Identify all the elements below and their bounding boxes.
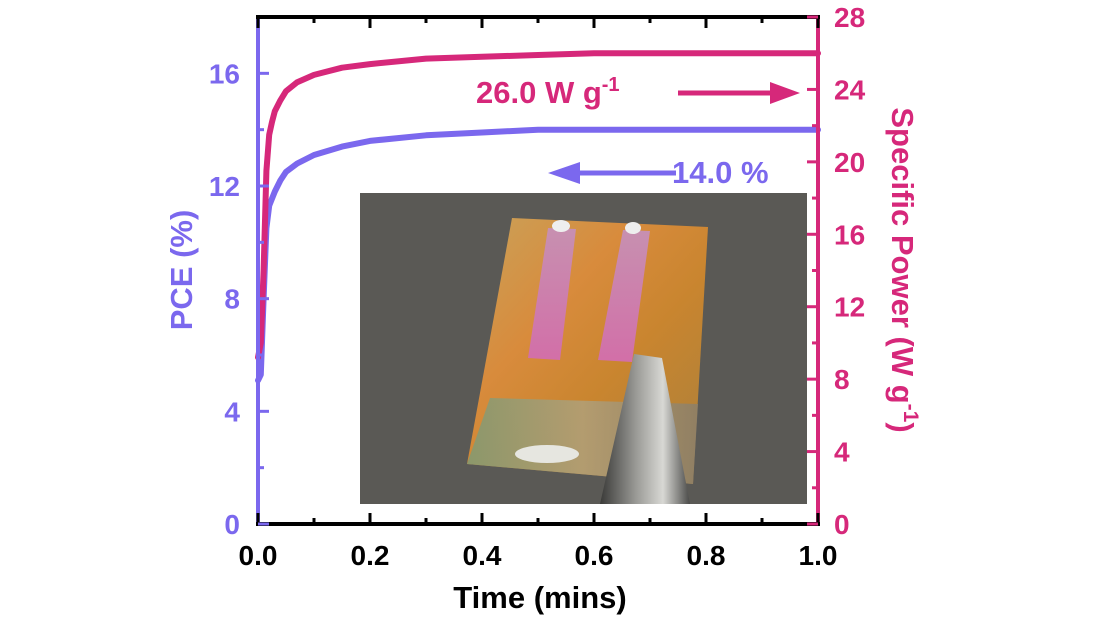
annotation-pce: 14.0 % [548,155,769,190]
y-right-tick-label: 24 [834,74,866,105]
x-tick-label: 1.0 [799,540,838,571]
x-axis-title: Time (mins) [453,580,626,615]
y-left-tick-label: 8 [224,284,240,315]
tweezers [600,354,690,504]
x-tick-label: 0.6 [575,540,614,571]
y-right-axis-title-sup: -1 [899,404,922,423]
y-right-tick-label: 8 [834,364,850,395]
x-tick-label: 0.4 [463,540,502,571]
annotation-power-arrowhead [770,82,800,104]
y-right-axis-title-close: ) [885,422,920,432]
x-tick-label: 0.8 [687,540,726,571]
annotation-power: 26.0 W g-1 [476,74,800,110]
y-left-tick-label: 16 [209,58,240,89]
y-right-tick-label: 0 [834,509,850,540]
y-right-axis-title: Specific Power (W g-1) [885,107,922,432]
y-right-tick-label: 16 [834,219,865,250]
contact-dot-right [625,222,641,234]
series-line-specific-power [255,50,821,361]
y-right-tick-label: 20 [834,147,865,178]
x-tick-label: 0.2 [351,540,390,571]
y-left-axis-title: PCE (%) [164,210,199,331]
y-left-tick-label: 0 [224,509,240,540]
y-right-tick-label: 28 [834,2,865,33]
annotation-pce-arrowhead [548,162,580,184]
inset-photo [360,193,807,504]
y-left-tick-label: 12 [209,171,240,202]
annotation-pce-text: 14.0 % [672,155,769,190]
y-right-axis-title-main: Specific Power (W g [885,107,920,403]
device-strip-left [528,228,576,360]
device-strip-right [598,230,650,362]
y-left-tick-label: 4 [224,396,240,427]
annotation-power-text: 26.0 W g [476,75,602,110]
x-tick-label: 0.0 [239,540,278,571]
y-right-tick-label: 4 [834,437,850,468]
contact-pad [515,445,579,463]
contact-dot-left [552,220,570,232]
y-right-tick-label: 12 [834,292,865,323]
annotation-power-sup: -1 [602,74,620,96]
svg-text:26.0 W g-1: 26.0 W g-1 [476,74,620,110]
